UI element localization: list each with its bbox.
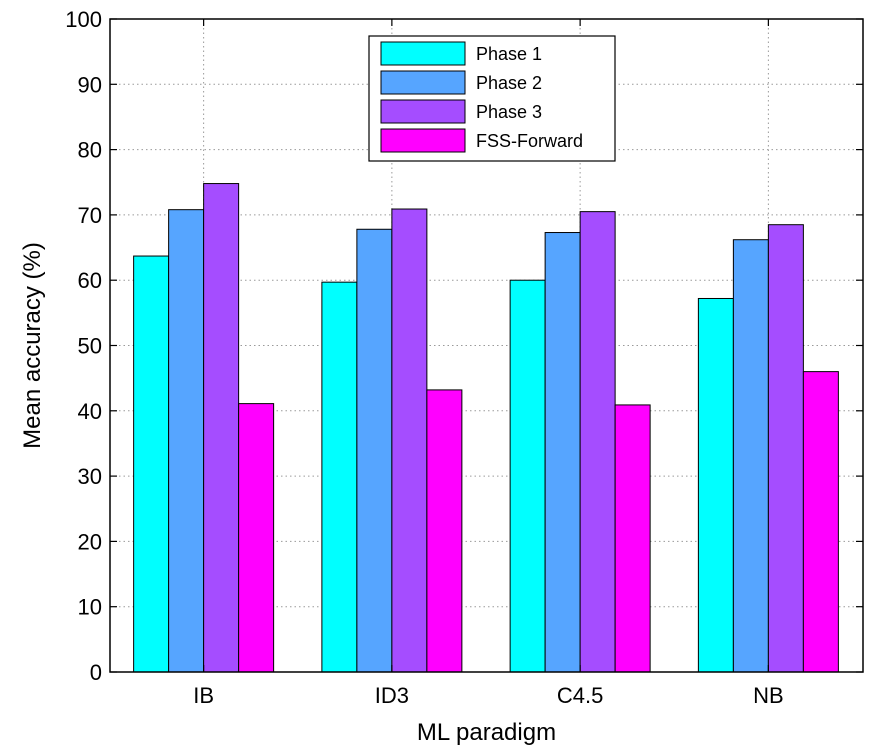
bar-phase-3-ib: [203, 183, 240, 673]
legend-entry-label: Phase 1: [476, 44, 542, 64]
bar-phase-2-id3: [356, 228, 393, 673]
x-tick-label: IB: [193, 683, 214, 708]
y-tick-label: 80: [78, 138, 102, 163]
legend-swatch: [380, 99, 466, 124]
bar-phase-2-c4-5: [544, 232, 581, 673]
x-tick-label: C4.5: [557, 683, 603, 708]
legend: Phase 1 Phase 2 Phase 3 FSS-Forward: [368, 35, 616, 162]
x-axis-ticks: IB ID3 C4.5 NB: [193, 19, 784, 708]
y-tick-label: 70: [78, 203, 102, 228]
y-tick-label: 40: [78, 399, 102, 424]
x-axis-label: ML paradigm: [417, 719, 556, 746]
bar-fss-forward-id3: [426, 389, 463, 673]
legend-entry-label: Phase 2: [476, 73, 542, 93]
bar-fss-forward-c4-5: [614, 404, 651, 673]
legend-swatch: [380, 128, 466, 153]
y-axis-ticks: 0 10 20 30 40 50 60 70 80 90 100: [65, 7, 863, 685]
y-tick-label: 50: [78, 334, 102, 359]
bar-phase-1-ib: [133, 255, 170, 673]
legend-swatch: [380, 41, 466, 66]
legend-entry-label: FSS-Forward: [476, 131, 583, 151]
bar-phase-1-c4-5: [509, 279, 546, 673]
y-tick-label: 100: [65, 7, 102, 32]
bar-fss-forward-nb: [802, 371, 839, 673]
bar-fss-forward-ib: [238, 403, 275, 673]
y-tick-label: 0: [90, 660, 102, 685]
y-tick-label: 60: [78, 268, 102, 293]
bars: [133, 183, 839, 673]
bar-phase-3-c4-5: [579, 211, 616, 673]
y-tick-label: 30: [78, 464, 102, 489]
y-tick-label: 10: [78, 595, 102, 620]
y-tick-label: 90: [78, 72, 102, 97]
bar-phase-2-nb: [732, 239, 769, 673]
bar-phase-1-nb: [697, 297, 734, 673]
y-tick-label: 20: [78, 529, 102, 554]
bar-phase-3-id3: [391, 208, 428, 673]
y-axis-label: Mean accuracy (%): [19, 242, 46, 449]
bar-phase-2-ib: [168, 209, 205, 673]
x-tick-label: NB: [753, 683, 784, 708]
bar-phase-3-nb: [767, 224, 804, 673]
bar-phase-1-id3: [321, 281, 358, 673]
x-tick-label: ID3: [375, 683, 409, 708]
legend-swatch: [380, 70, 466, 95]
legend-entry-label: Phase 3: [476, 102, 542, 122]
